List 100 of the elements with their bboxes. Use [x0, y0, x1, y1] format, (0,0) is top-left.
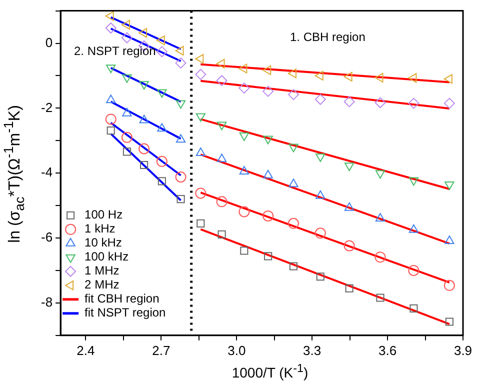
point [121, 32, 132, 44]
y-tick-label: -8 [40, 294, 53, 310]
point [314, 228, 326, 239]
point [122, 74, 132, 83]
point [262, 65, 272, 76]
point [316, 190, 326, 199]
point [195, 68, 206, 80]
point [106, 126, 115, 135]
point [140, 160, 148, 170]
point [175, 58, 186, 69]
point [121, 20, 130, 30]
point [264, 252, 272, 260]
point [138, 143, 150, 154]
legend-label: fit NSPT region [84, 306, 166, 320]
point [239, 132, 250, 141]
point [240, 246, 248, 255]
point [216, 154, 227, 162]
point [195, 188, 206, 199]
point [138, 28, 148, 38]
point [375, 213, 386, 222]
y-tick-label: -2 [40, 100, 53, 115]
point [176, 134, 186, 143]
point [239, 166, 250, 174]
point [344, 162, 354, 172]
point [218, 230, 226, 238]
point [176, 100, 186, 109]
point [344, 72, 352, 82]
point [196, 147, 206, 156]
point [374, 252, 386, 263]
point [176, 195, 185, 204]
point [445, 318, 454, 326]
point [375, 170, 386, 179]
point [156, 46, 168, 58]
point [262, 210, 274, 222]
point [289, 262, 298, 270]
legend-label: 1 kHz [84, 222, 116, 236]
annotation: 1. CBH region [290, 30, 366, 44]
point [156, 156, 168, 167]
legend-label: 100 Hz [84, 208, 123, 222]
point [344, 240, 355, 252]
legend-label: 1 MHz [84, 264, 120, 278]
point [238, 206, 250, 218]
point [408, 73, 417, 83]
point [196, 113, 206, 122]
point [238, 64, 248, 74]
point [122, 148, 131, 156]
point [175, 46, 184, 56]
x-tick-label: 3.0 [228, 342, 246, 358]
point [288, 218, 299, 229]
point [444, 181, 454, 190]
point [216, 75, 228, 86]
point [196, 219, 205, 228]
point [139, 114, 149, 124]
x-tick-label: 3.6 [378, 342, 397, 358]
point [122, 108, 132, 116]
point [344, 96, 355, 108]
point [288, 89, 299, 100]
legend-label: fit CBH region [84, 292, 160, 306]
x-tick-label: 3.9 [454, 342, 472, 358]
point [216, 58, 225, 69]
point [157, 123, 167, 132]
legend-label: 10 kHz [84, 236, 122, 250]
point [408, 264, 420, 276]
point [374, 72, 384, 82]
legend-label: 100 kHz [84, 250, 129, 264]
point [314, 94, 326, 105]
point [263, 136, 273, 144]
x-tick-label: 3.3 [303, 342, 322, 358]
point [216, 122, 227, 130]
point [314, 70, 324, 81]
point [444, 74, 452, 84]
point [121, 132, 132, 143]
point [105, 11, 114, 21]
point [288, 178, 298, 188]
point [408, 177, 419, 186]
point [262, 86, 274, 97]
point [139, 81, 149, 90]
point [344, 202, 354, 211]
point [105, 114, 116, 125]
x-axis-title: 1000/T (K$^{-1}$) [232, 362, 308, 381]
point [408, 98, 420, 109]
x-tick-label: 2.7 [152, 342, 170, 358]
point [106, 94, 116, 104]
point [105, 22, 116, 34]
point [316, 272, 324, 281]
point [288, 144, 298, 152]
y-tick-label: -6 [40, 230, 53, 245]
y-tick-label: 0 [45, 34, 53, 50]
point [195, 54, 204, 64]
point [216, 196, 228, 208]
point [374, 97, 386, 108]
point [316, 154, 326, 162]
point [444, 280, 455, 291]
point [157, 89, 167, 98]
point [376, 294, 384, 302]
x-tick-label: 2.4 [76, 342, 95, 358]
point [444, 235, 454, 244]
point [106, 64, 116, 74]
point [345, 284, 354, 292]
point [444, 98, 455, 109]
